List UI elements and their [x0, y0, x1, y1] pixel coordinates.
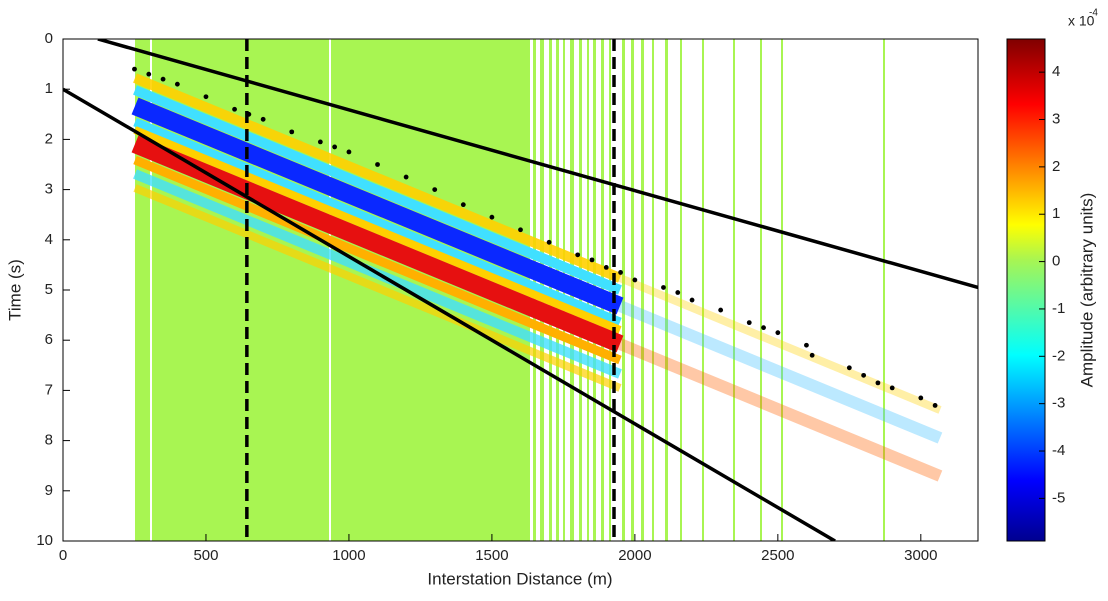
y-tick-label: 6 — [45, 331, 53, 348]
colorbar — [1006, 38, 1046, 542]
data-point — [575, 252, 581, 258]
data-point — [775, 330, 781, 336]
colorbar-tick-label: 3 — [1052, 110, 1060, 127]
data-point — [546, 239, 552, 245]
colorbar-exponent: -4 — [1089, 8, 1098, 19]
colorbar-tick-label: -1 — [1052, 300, 1065, 317]
data-point — [132, 66, 137, 72]
data-point — [618, 270, 623, 275]
y-tick-label: 5 — [45, 281, 53, 298]
reference-line — [63, 87, 836, 541]
data-point — [861, 372, 867, 378]
x-tick-label: 500 — [193, 547, 218, 564]
data-point — [332, 144, 338, 150]
data-point — [375, 162, 380, 167]
data-point — [489, 214, 495, 220]
data-point — [174, 81, 180, 87]
colorbar-tick-label: -3 — [1052, 395, 1065, 412]
heatmap — [131, 39, 943, 541]
data-point — [403, 174, 409, 180]
data-point — [689, 297, 695, 303]
y-tick-label: 8 — [45, 432, 53, 449]
x-tick-label: 1500 — [475, 547, 508, 564]
x-tick-label: 3000 — [904, 547, 937, 564]
colorbar-tick-label: 0 — [1052, 253, 1060, 270]
data-point — [260, 116, 266, 122]
reference-line — [97, 39, 978, 290]
data-point — [246, 111, 252, 117]
data-point — [346, 149, 352, 155]
data-point — [160, 76, 166, 82]
data-point — [289, 129, 295, 135]
colorbar-tick-label: 1 — [1052, 205, 1060, 222]
data-point — [846, 365, 852, 371]
data-point — [932, 403, 938, 408]
y-tick-label: 0 — [45, 30, 53, 47]
data-point — [809, 352, 815, 358]
data-point — [518, 227, 523, 233]
colorbar-tick-label: 2 — [1052, 158, 1060, 175]
y-tick-label: 4 — [45, 231, 53, 248]
data-point — [232, 106, 237, 112]
data-point — [146, 71, 152, 77]
y-tick-label: 7 — [45, 381, 53, 398]
x-tick-label: 1000 — [332, 547, 365, 564]
data-point — [889, 385, 895, 391]
data-point — [317, 139, 323, 145]
y-axis-label: Time (s) — [5, 259, 24, 321]
data-point — [603, 265, 609, 270]
data-point — [761, 325, 766, 331]
colorbar-tick-label: -2 — [1052, 347, 1065, 364]
x-tick-label: 2500 — [761, 547, 794, 564]
data-point — [746, 320, 752, 326]
x-tick-label: 2000 — [618, 547, 651, 564]
y-tick-label: 10 — [36, 532, 53, 549]
y-tick-label: 9 — [45, 482, 53, 499]
colorbar-tick-label: 4 — [1052, 63, 1060, 80]
data-point — [589, 257, 595, 263]
data-point — [675, 290, 681, 295]
x-tick-label: 0 — [59, 547, 67, 564]
data-point — [918, 395, 924, 401]
colorbar-tick-label: -4 — [1052, 442, 1065, 459]
y-tick-label: 3 — [45, 181, 53, 198]
colorbar-label: Amplitude (arbitrary units) — [1077, 193, 1096, 388]
data-point — [632, 277, 638, 283]
data-point — [804, 342, 809, 348]
y-tick-label: 2 — [45, 130, 53, 147]
y-tick-label: 1 — [45, 80, 53, 97]
x-axis-label: Interstation Distance (m) — [427, 569, 612, 588]
colorbar-multiplier: x 10 — [1068, 13, 1095, 29]
data-point — [718, 307, 724, 313]
data-point — [875, 380, 881, 386]
colorbar-tick-label: -5 — [1052, 489, 1065, 506]
data-point — [661, 285, 666, 290]
data-point — [460, 202, 466, 208]
data-point — [203, 94, 209, 100]
data-point — [432, 187, 438, 193]
